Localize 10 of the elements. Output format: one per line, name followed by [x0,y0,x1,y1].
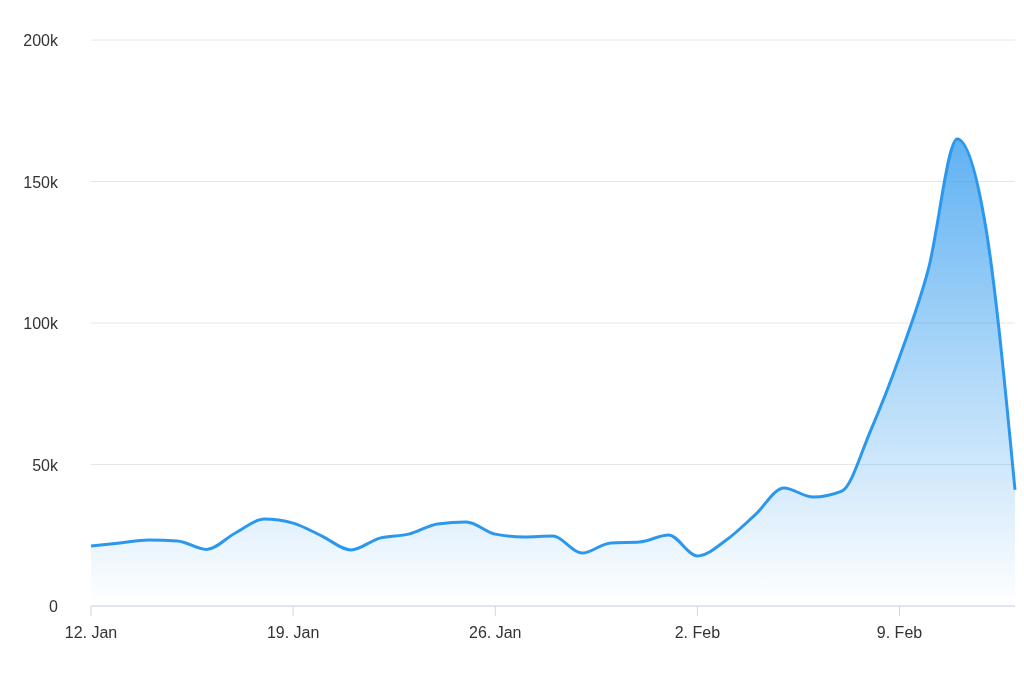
x-tick-label: 26. Jan [469,624,522,641]
x-tick-label: 19. Jan [266,624,320,641]
y-tick-label: 0 [49,598,59,615]
y-tick-label: 150k [23,173,59,191]
x-tick-label: 12. Jan [64,624,118,641]
y-tick-label: 100k [23,315,59,332]
x-tick-label: 2. Feb [674,624,721,641]
x-tick-label: 9. Feb [876,624,923,641]
y-tick-label: 50k [32,456,59,474]
y-tick-label: 200k [23,32,59,49]
